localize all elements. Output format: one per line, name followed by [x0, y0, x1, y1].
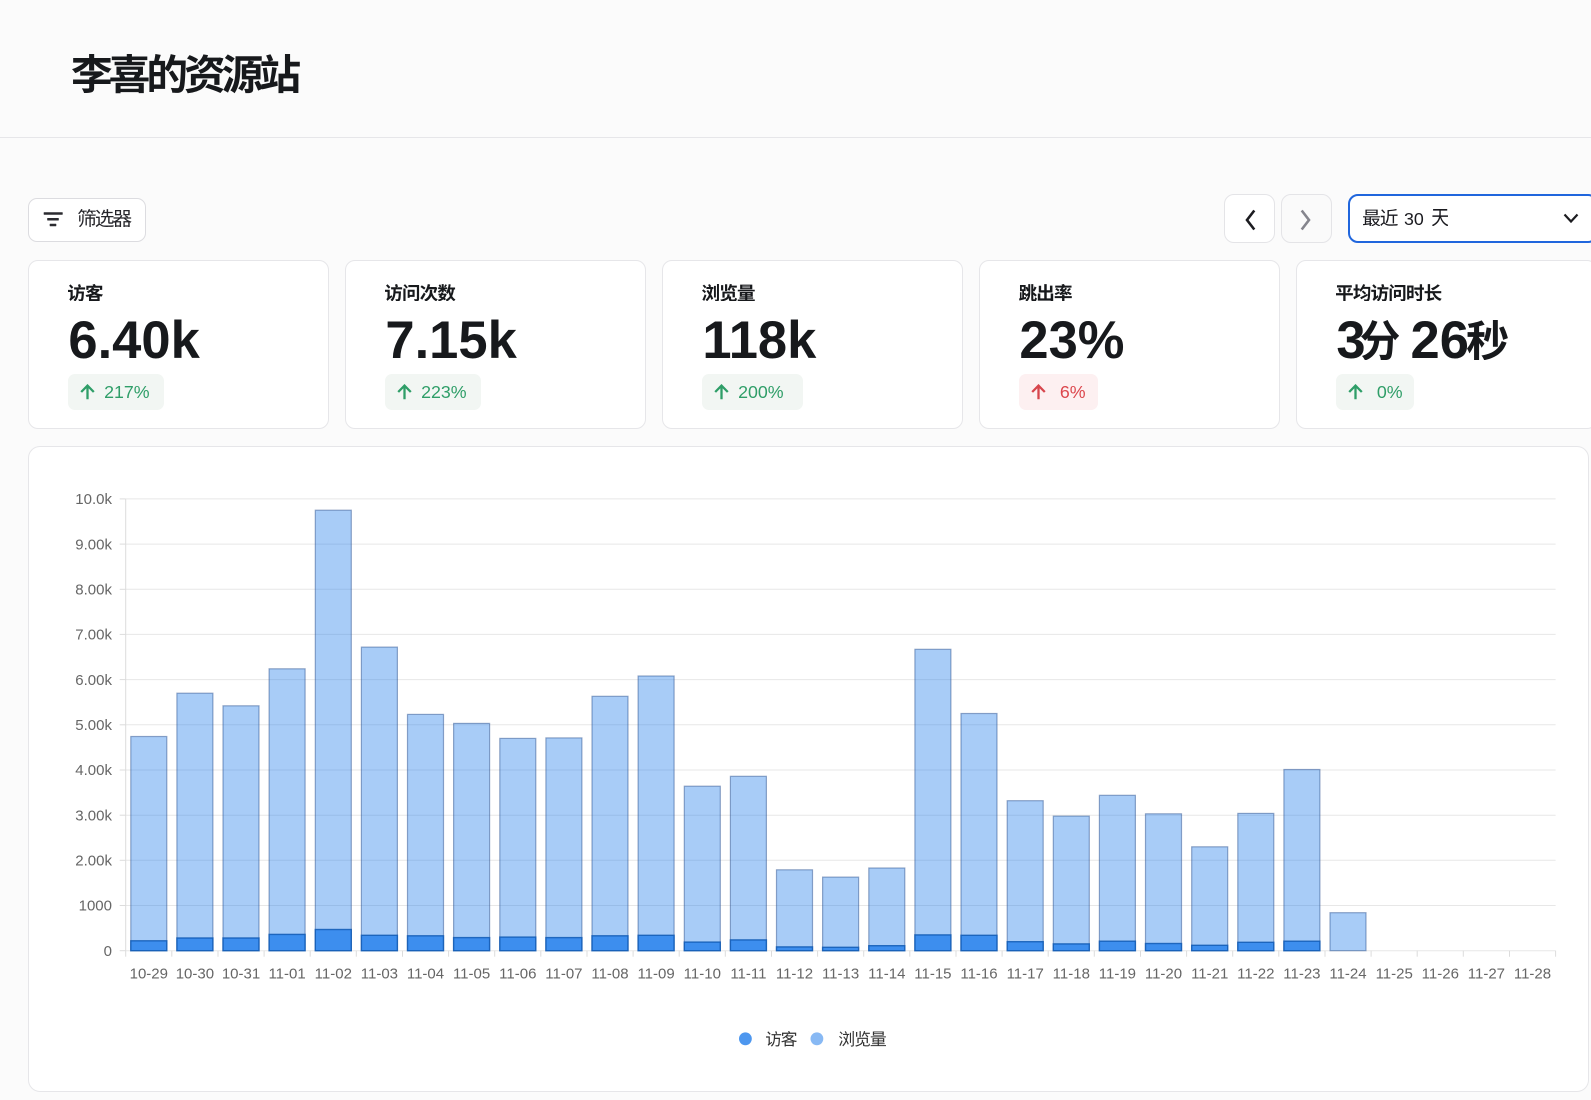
svg-text:11-14: 11-14 [868, 966, 905, 983]
svg-text:10-29: 10-29 [130, 966, 168, 983]
svg-text:11-10: 11-10 [684, 966, 721, 983]
svg-text:11-02: 11-02 [315, 966, 352, 983]
svg-text:5.00k: 5.00k [75, 717, 112, 734]
svg-text:11-22: 11-22 [1237, 966, 1274, 983]
svg-text:7.00k: 7.00k [75, 627, 112, 644]
svg-text:11-18: 11-18 [1053, 966, 1090, 983]
svg-text:1000: 1000 [79, 898, 112, 915]
svg-text:3.00k: 3.00k [75, 807, 112, 824]
svg-text:11-24: 11-24 [1329, 966, 1366, 983]
svg-text:11-06: 11-06 [499, 966, 536, 983]
svg-text:0: 0 [104, 943, 112, 960]
svg-text:11-15: 11-15 [914, 966, 951, 983]
svg-text:11-16: 11-16 [960, 966, 997, 983]
svg-text:11-07: 11-07 [545, 966, 582, 983]
svg-text:11-20: 11-20 [1145, 966, 1182, 983]
svg-text:11-04: 11-04 [407, 966, 444, 983]
svg-text:10.0k: 10.0k [75, 491, 112, 508]
svg-text:11-23: 11-23 [1283, 966, 1320, 983]
svg-text:10-30: 10-30 [176, 966, 214, 983]
svg-text:4.00k: 4.00k [75, 762, 112, 779]
svg-text:11-28: 11-28 [1514, 966, 1551, 983]
svg-text:11-27: 11-27 [1468, 966, 1505, 983]
svg-text:11-19: 11-19 [1099, 966, 1136, 983]
svg-text:11-26: 11-26 [1422, 966, 1459, 983]
svg-text:11-17: 11-17 [1007, 966, 1044, 983]
svg-text:11-03: 11-03 [361, 966, 398, 983]
svg-text:2.00k: 2.00k [75, 853, 112, 870]
svg-text:11-11: 11-11 [730, 966, 766, 983]
svg-text:11-25: 11-25 [1376, 966, 1413, 983]
svg-text:11-01: 11-01 [268, 966, 305, 983]
svg-text:11-21: 11-21 [1191, 966, 1228, 983]
svg-text:11-13: 11-13 [822, 966, 859, 983]
svg-text:9.00k: 9.00k [75, 536, 112, 553]
svg-text:6.00k: 6.00k [75, 672, 112, 689]
svg-text:10-31: 10-31 [222, 966, 260, 983]
svg-text:11-05: 11-05 [453, 966, 490, 983]
svg-text:11-09: 11-09 [637, 966, 674, 983]
svg-text:11-08: 11-08 [591, 966, 628, 983]
svg-text:11-12: 11-12 [776, 966, 813, 983]
svg-text:8.00k: 8.00k [75, 582, 112, 599]
